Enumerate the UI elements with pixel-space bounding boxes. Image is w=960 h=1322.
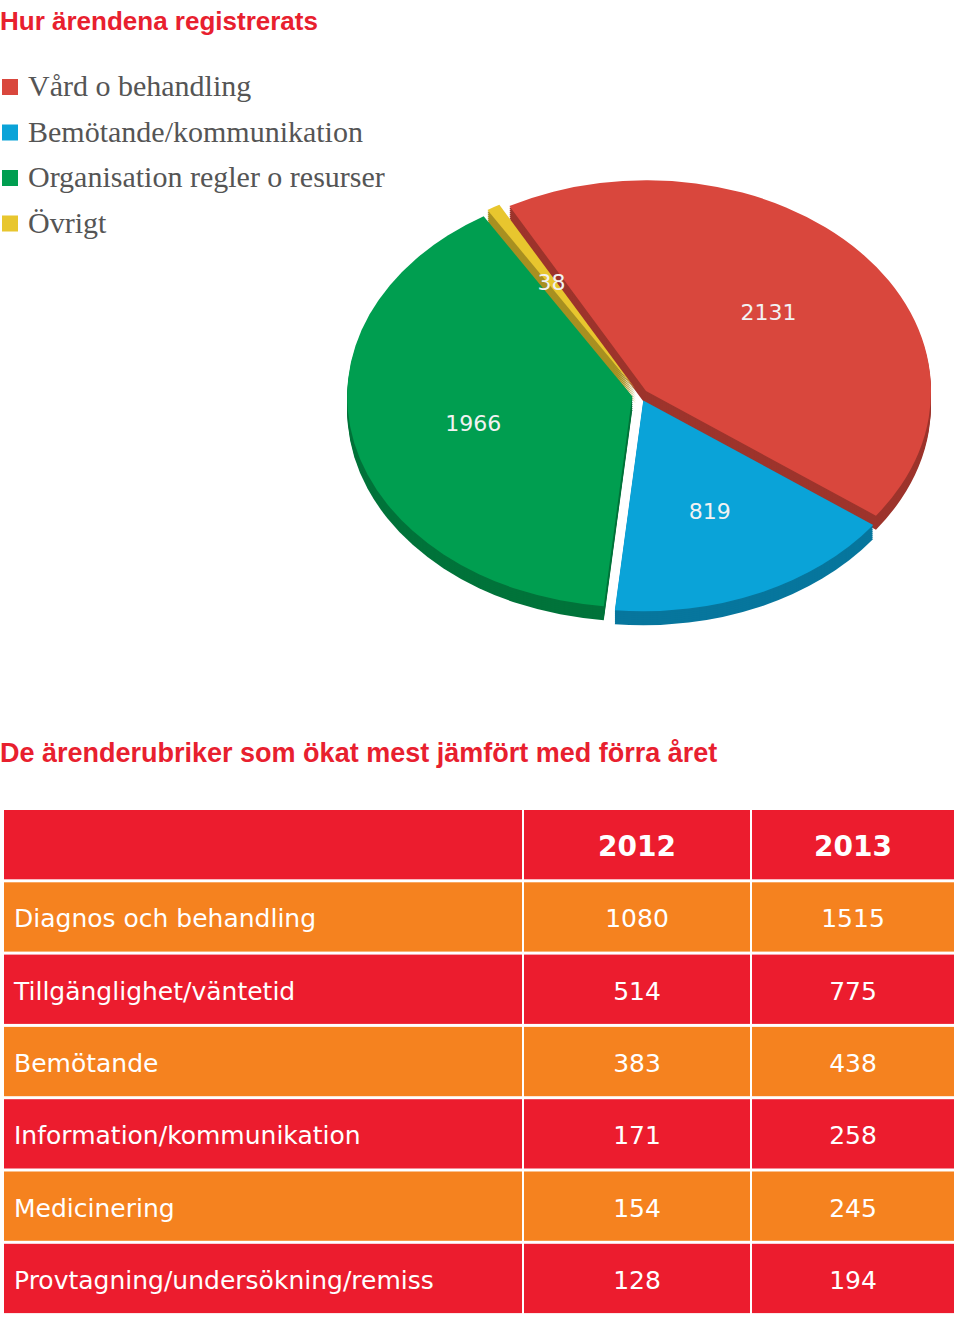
- legend-swatch: [2, 170, 18, 186]
- cell-value: 1080: [605, 904, 669, 933]
- table-cell: [752, 1244, 954, 1313]
- cell-value: 171: [613, 1121, 661, 1150]
- data-label: 2131: [741, 300, 797, 325]
- table-cell: [524, 1244, 750, 1313]
- data-label: 819: [689, 499, 731, 524]
- page: Hur ärendena registrerats Vård o behandli…: [0, 0, 960, 1322]
- legend-swatch: [2, 79, 18, 95]
- cell-value: 194: [829, 1266, 877, 1295]
- legend-swatch: [2, 125, 18, 141]
- table-cell: [752, 882, 954, 951]
- cell-value: 438: [829, 1049, 877, 1078]
- row-label: Medicinering: [14, 1194, 175, 1223]
- chart-title: Hur ärendena registrerats: [0, 6, 318, 36]
- table-cell: [524, 1027, 750, 1096]
- table-cell: [4, 1244, 522, 1313]
- column-header: 2013: [814, 830, 892, 863]
- table-cell: [4, 1027, 522, 1096]
- row-label: Diagnos och behandling: [14, 904, 316, 933]
- column-header: 2012: [598, 830, 676, 863]
- row-label: Bemötande: [14, 1049, 158, 1078]
- table-cell: [752, 1099, 954, 1168]
- slice: [615, 400, 873, 611]
- table-cell: [4, 882, 522, 951]
- legend-swatch: [2, 216, 18, 232]
- row-label: Information/kommunikation: [14, 1121, 361, 1150]
- slice: [487, 205, 636, 390]
- legend: Vård o behandling Bemötande/kommunikation…: [2, 69, 385, 239]
- table-cell: [752, 955, 954, 1024]
- legend-label: Organisation regler o resurser: [28, 160, 385, 193]
- pie: [347, 180, 931, 625]
- row-label: Provtagning/undersökning/remiss: [14, 1266, 434, 1295]
- cell-value: 245: [829, 1194, 877, 1223]
- cell-value: 258: [829, 1121, 877, 1150]
- table-title: De ärenderubriker som ökat mest jämfört …: [0, 738, 717, 768]
- legend-label: Bemötande/kommunikation: [28, 115, 363, 148]
- header-cell: [524, 810, 750, 879]
- table: 2012 2013 Diagnos och behandling 1080 1515 Ti…: [4, 810, 954, 1313]
- header-cell: [4, 810, 522, 879]
- cell-value: 514: [613, 977, 661, 1006]
- data-label: 38: [538, 270, 566, 295]
- table-cell: [752, 1027, 954, 1096]
- cell-value: 1515: [821, 904, 885, 933]
- row-label: Tillgänglighet/väntetid: [13, 977, 295, 1006]
- header-cell: [752, 810, 954, 879]
- cell-value: 383: [613, 1049, 661, 1078]
- slice: [347, 216, 632, 606]
- table-cell: [524, 955, 750, 1024]
- data-label: 1966: [445, 411, 501, 436]
- table-cell: [524, 1172, 750, 1241]
- cell-value: 775: [829, 977, 877, 1006]
- table-cell: [524, 1099, 750, 1168]
- cell-value: 154: [613, 1194, 661, 1223]
- table-cell: [4, 1172, 522, 1241]
- legend-label: Vård o behandling: [28, 69, 251, 102]
- table-cell: [4, 955, 522, 1024]
- table-cell: [752, 1172, 954, 1241]
- table-cell: [4, 1099, 522, 1168]
- cell-value: 128: [613, 1266, 661, 1295]
- legend-label: Övrigt: [28, 206, 107, 239]
- table-cell: [524, 882, 750, 951]
